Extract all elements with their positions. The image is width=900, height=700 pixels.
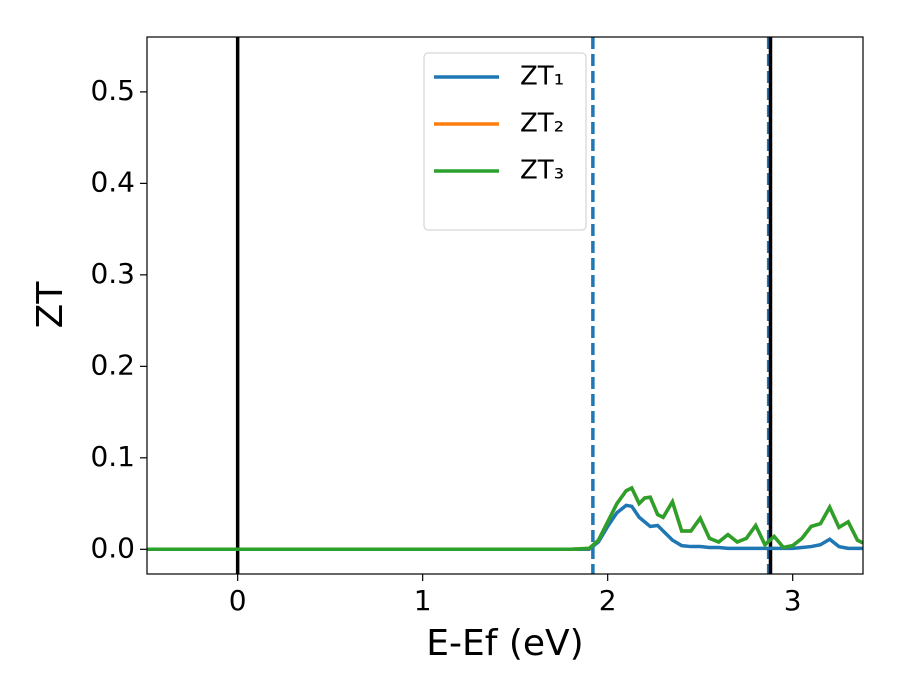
x-tick-label: 3 [784, 584, 802, 617]
x-tick-label: 1 [414, 584, 432, 617]
plot-frame [146, 36, 864, 575]
y-tick-label: 0.5 [90, 74, 135, 107]
y-tick-label: 0.1 [90, 440, 135, 473]
y-tick-label: 0.0 [90, 531, 135, 564]
x-tick-label: 0 [229, 584, 247, 617]
legend-label: ZT₁ [520, 62, 564, 92]
legend-label: ZT₃ [520, 156, 564, 186]
legend-label: ZT₂ [520, 109, 564, 139]
y-tick-label: 0.4 [90, 165, 135, 198]
x-axis-label: E-Ef (eV) [426, 623, 583, 664]
y-tick-label: 0.2 [90, 348, 135, 381]
series-line [147, 485, 863, 552]
series-line [147, 485, 863, 552]
y-tick-label: 0.3 [90, 257, 135, 290]
series-line [147, 503, 863, 552]
x-tick-label: 2 [599, 584, 617, 617]
legend-box [423, 52, 587, 231]
y-axis-label: ZT [30, 281, 71, 329]
